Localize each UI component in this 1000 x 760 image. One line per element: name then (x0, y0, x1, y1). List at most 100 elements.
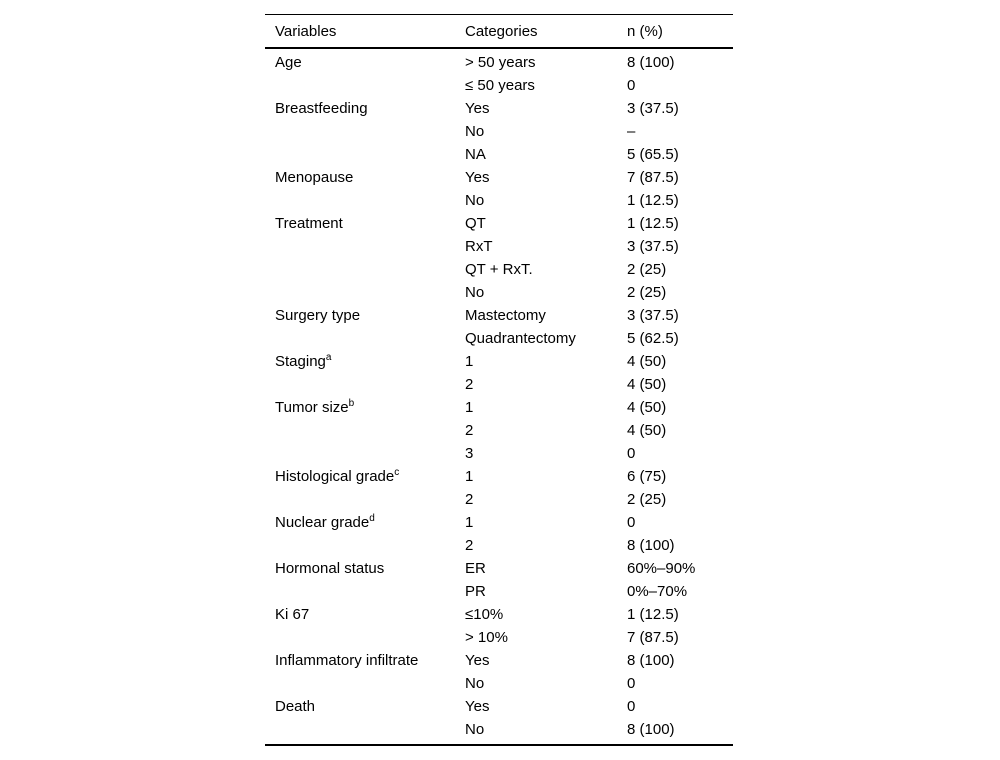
variable-cell (275, 235, 465, 258)
n-cell: 4 (50) (627, 353, 667, 370)
variable-cell: Nuclear graded (275, 511, 465, 534)
n-cell: 0%–70% (627, 583, 688, 600)
n-cell: 4 (50) (627, 422, 667, 439)
variable-cell: Hormonal status (275, 557, 465, 580)
category-cell: Yes (465, 652, 490, 669)
variable-cell (275, 74, 465, 97)
table-row: No 1 (12.5) (265, 189, 733, 212)
table-row: NA 5 (65.5) (265, 143, 733, 166)
category-cell: No (465, 721, 485, 738)
category-cell: No (465, 192, 485, 209)
header-categories: Categories (465, 22, 538, 40)
category-cell: No (465, 675, 485, 692)
variable-cell (275, 419, 465, 442)
footnote-marker: b (348, 398, 355, 409)
category-cell: 3 (465, 445, 474, 462)
table-row: No 2 (25) (265, 281, 733, 304)
category-cell: No (465, 284, 485, 301)
n-cell: 8 (100) (627, 652, 675, 669)
table-row: Histological gradec 1 6 (75) (265, 465, 733, 488)
footnote-marker: a (325, 352, 332, 363)
category-cell: 2 (465, 376, 474, 393)
n-cell: 0 (627, 514, 636, 531)
table-row: Tumor sizeb 1 4 (50) (265, 396, 733, 419)
n-cell: 4 (50) (627, 399, 667, 416)
category-cell: > 50 years (465, 54, 536, 71)
category-cell: ER (465, 560, 486, 577)
n-cell: 1 (12.5) (627, 192, 679, 209)
category-cell: QT (465, 215, 486, 232)
variable-cell: Tumor sizeb (275, 396, 465, 419)
variable-label: Menopause (275, 169, 354, 186)
n-cell: 2 (25) (627, 491, 667, 508)
variable-cell: Menopause (275, 166, 465, 189)
variable-cell (275, 281, 465, 304)
table-row: PR 0%–70% (265, 580, 733, 603)
category-cell: 1 (465, 468, 474, 485)
variable-label: Surgery type (275, 307, 361, 324)
table-row: RxT 3 (37.5) (265, 235, 733, 258)
category-cell: RxT (465, 238, 493, 255)
table-row: Breastfeeding Yes 3 (37.5) (265, 97, 733, 120)
table-row: Death Yes 0 (265, 695, 733, 718)
category-cell: Mastectomy (465, 307, 546, 324)
header-n-percent: n (%) (627, 22, 663, 40)
n-cell: 60%–90% (627, 560, 696, 577)
table-row: 2 4 (50) (265, 419, 733, 442)
variable-cell (275, 327, 465, 350)
n-cell: – (627, 123, 636, 140)
variable-label: Inflammatory infiltrate (275, 652, 419, 669)
variable-label: Staging (275, 353, 326, 370)
footnote-marker: d (369, 513, 375, 524)
variable-label: Ki 67 (275, 606, 310, 623)
n-cell: 7 (87.5) (627, 629, 679, 646)
n-cell: 6 (75) (627, 468, 667, 485)
category-cell: > 10% (465, 629, 508, 646)
variable-cell: Surgery type (275, 304, 465, 327)
n-cell: 1 (12.5) (627, 606, 679, 623)
footnote-marker: c (394, 467, 400, 478)
table-row: Inflammatory infiltrate Yes 8 (100) (265, 649, 733, 672)
category-cell: Quadrantectomy (465, 330, 576, 347)
table-row: Nuclear graded 1 0 (265, 511, 733, 534)
variable-label: Tumor size (275, 399, 349, 416)
variable-cell (275, 373, 465, 396)
category-cell: Yes (465, 100, 490, 117)
variable-label: Death (275, 698, 316, 715)
n-cell: 0 (627, 698, 636, 715)
category-cell: QT + RxT. (465, 261, 533, 278)
variable-cell: Inflammatory infiltrate (275, 649, 465, 672)
clinical-characteristics-table: Variables Categories n (%) Age > 50 year… (265, 14, 733, 746)
variable-label: Histological grade (275, 468, 395, 485)
n-cell: 2 (25) (627, 284, 667, 301)
variable-cell: Histological gradec (275, 465, 465, 488)
n-cell: 8 (100) (627, 54, 675, 71)
variable-cell (275, 143, 465, 166)
variable-cell: Staginga (275, 350, 465, 373)
n-cell: 5 (62.5) (627, 330, 679, 347)
n-cell: 3 (37.5) (627, 238, 679, 255)
variable-cell: Breastfeeding (275, 97, 465, 120)
category-cell: ≤10% (465, 606, 504, 623)
n-cell: 0 (627, 445, 636, 462)
table-header-row: Variables Categories n (%) (265, 15, 733, 49)
n-cell: 4 (50) (627, 376, 667, 393)
variable-cell: Ki 67 (275, 603, 465, 626)
n-cell: 0 (627, 77, 636, 94)
variable-cell (275, 442, 465, 465)
category-cell: No (465, 123, 485, 140)
variable-label: Nuclear grade (275, 514, 370, 531)
table-row: No 0 (265, 672, 733, 695)
table-row: Ki 67 ≤10% 1 (12.5) (265, 603, 733, 626)
n-cell: 3 (37.5) (627, 100, 679, 117)
category-cell: PR (465, 583, 486, 600)
n-cell: 3 (37.5) (627, 307, 679, 324)
category-cell: 1 (465, 399, 474, 416)
variable-cell: Treatment (275, 212, 465, 235)
table-row: ≤ 50 years 0 (265, 74, 733, 97)
category-cell: 2 (465, 422, 474, 439)
table-row: Age > 50 years 8 (100) (265, 51, 733, 74)
variable-cell: Death (275, 695, 465, 718)
variable-cell (275, 626, 465, 649)
